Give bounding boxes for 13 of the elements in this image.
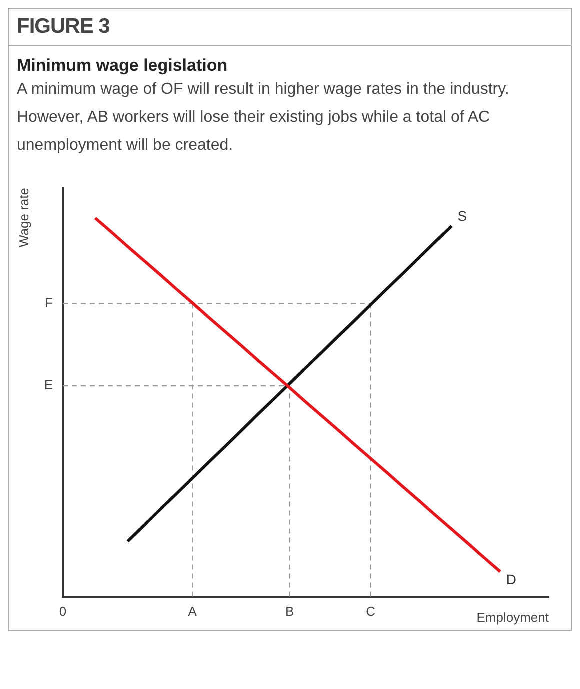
chart-subtitle: A minimum wage of OF will result in higher wage rates in the industry. However, AB workers will lose their existing jobs while a total of AC unemployment will be created.: [17, 80, 510, 156]
x-tick-label: C: [366, 604, 376, 620]
x-tick-label: 0: [59, 604, 67, 620]
x-tick-label: A: [188, 604, 198, 620]
ref-line-label: F: [45, 295, 54, 310]
x-axis-title: Employment: [476, 610, 550, 625]
caption: FIGURE 3: [9, 9, 571, 46]
y-axis-title: Wage rate: [16, 188, 32, 248]
chart-title: Minimum wage legislation: [17, 56, 229, 76]
series-label: D: [506, 572, 517, 588]
ref-line-label: E: [44, 378, 54, 393]
x-tick-label: B: [285, 604, 294, 620]
series-label: S: [458, 208, 468, 224]
